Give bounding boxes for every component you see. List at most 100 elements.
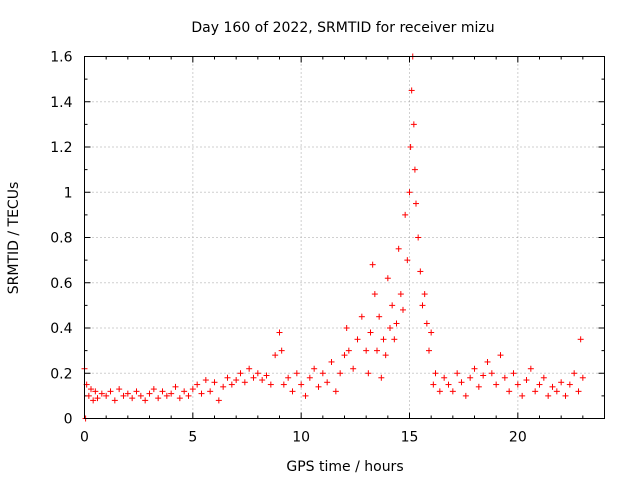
data-point xyxy=(369,261,376,268)
data-point xyxy=(387,325,393,331)
data-point xyxy=(493,381,500,388)
data-point xyxy=(259,377,266,384)
data-point xyxy=(319,370,326,377)
data-point xyxy=(562,392,569,399)
data-point xyxy=(410,121,417,128)
data-point xyxy=(426,347,432,354)
data-point xyxy=(111,397,118,404)
data-point xyxy=(436,388,443,395)
data-point xyxy=(194,381,201,388)
data-point xyxy=(501,374,508,381)
data-point xyxy=(380,336,387,343)
axis-ticks: 0 0.2 0.4 0.6 0.8 1 1.2 1.4 1.6 0 5 10 15 20 xyxy=(50,50,605,446)
data-point xyxy=(549,383,556,390)
data-point xyxy=(423,320,430,327)
data-point xyxy=(514,381,521,388)
data-point xyxy=(458,379,465,386)
data-point xyxy=(337,370,344,377)
data-point xyxy=(510,370,517,377)
data-point xyxy=(523,377,530,384)
y-axis-label: SRMTID / TECUs xyxy=(6,182,22,295)
data-point xyxy=(519,392,526,399)
data-point xyxy=(382,352,389,359)
data-point xyxy=(449,388,456,395)
data-point xyxy=(215,397,222,404)
data-point xyxy=(358,313,365,320)
data-point xyxy=(129,395,136,402)
data-point xyxy=(202,377,209,384)
data-point xyxy=(475,383,482,390)
data-point xyxy=(419,302,426,309)
data-point xyxy=(577,336,584,343)
data-point xyxy=(278,347,285,354)
data-point xyxy=(545,392,552,399)
data-point xyxy=(350,365,357,372)
data-point xyxy=(289,388,296,395)
data-point xyxy=(367,329,374,336)
data-point xyxy=(280,381,287,388)
data-point xyxy=(168,390,175,397)
data-point xyxy=(467,374,474,381)
data-point xyxy=(172,383,179,390)
data-point xyxy=(540,374,547,381)
data-point xyxy=(237,370,244,377)
data-point xyxy=(454,370,461,377)
data-point xyxy=(98,390,105,397)
data-point xyxy=(441,374,448,381)
y-tick-label: 0.6 xyxy=(50,276,72,292)
data-point xyxy=(124,390,131,397)
data-point xyxy=(198,390,205,397)
data-point xyxy=(389,302,396,309)
data-point xyxy=(391,336,398,343)
data-point xyxy=(328,358,335,365)
y-tick-label: 0 xyxy=(64,412,73,428)
data-point xyxy=(497,352,504,359)
data-point xyxy=(298,381,305,388)
data-point xyxy=(428,329,435,336)
data-point xyxy=(85,392,92,399)
data-point xyxy=(341,352,348,359)
data-point xyxy=(579,374,586,381)
y-tick-label: 0.2 xyxy=(50,366,72,382)
x-axis-label: GPS time / hours xyxy=(286,459,403,475)
data-point xyxy=(532,388,539,395)
y-tick-label: 1.4 xyxy=(50,95,72,111)
data-point xyxy=(395,245,402,252)
x-tick-label: 20 xyxy=(509,430,527,446)
data-point xyxy=(185,392,192,399)
data-point xyxy=(116,386,123,393)
data-point xyxy=(558,379,565,386)
data-point xyxy=(527,365,534,372)
data-point xyxy=(400,306,406,313)
data-point xyxy=(233,377,240,384)
data-point xyxy=(211,379,218,386)
data-point xyxy=(575,388,582,395)
y-tick-label: 0.8 xyxy=(50,231,72,247)
data-point xyxy=(393,320,400,327)
x-tick-label: 5 xyxy=(188,430,197,446)
data-point xyxy=(480,372,487,379)
data-point xyxy=(402,211,409,218)
data-point xyxy=(150,386,157,393)
data-point xyxy=(155,395,162,402)
data-point xyxy=(276,329,283,336)
data-point xyxy=(571,370,578,377)
data-point xyxy=(311,365,318,372)
data-point xyxy=(371,291,378,298)
y-tick-label: 1.6 xyxy=(50,50,72,66)
data-points xyxy=(81,53,586,422)
data-point xyxy=(133,388,140,395)
data-point xyxy=(302,392,309,399)
data-point xyxy=(250,374,257,381)
data-point xyxy=(176,395,183,402)
data-point xyxy=(413,200,419,207)
data-point xyxy=(354,336,361,343)
data-point xyxy=(407,144,414,150)
data-point xyxy=(92,388,99,395)
data-point xyxy=(365,370,372,377)
data-point xyxy=(159,388,166,395)
data-point xyxy=(254,370,261,377)
data-point xyxy=(411,166,418,173)
data-point xyxy=(363,347,370,354)
